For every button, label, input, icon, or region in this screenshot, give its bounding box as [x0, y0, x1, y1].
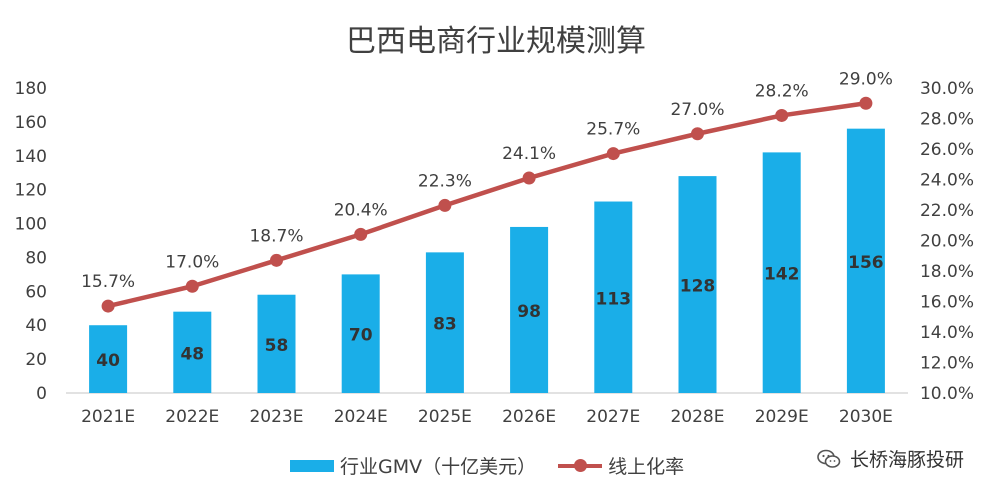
- bar-value-label: 156: [848, 253, 884, 273]
- line-point: [185, 279, 199, 293]
- y-right-tick-label: 30.0%: [920, 79, 974, 99]
- line-value-label: 29.0%: [839, 69, 893, 89]
- y-right-tick-label: 22.0%: [920, 201, 974, 221]
- legend: 行业GMV（十亿美元） 线上化率: [290, 452, 706, 479]
- bar-value-label: 83: [433, 315, 457, 335]
- y-left-tick-label: 100: [15, 215, 47, 235]
- bar: [762, 152, 801, 393]
- y-right-tick-label: 12.0%: [920, 354, 974, 374]
- x-tick-label: 2030E: [839, 407, 893, 427]
- line-point: [354, 227, 368, 241]
- bar: [173, 311, 212, 393]
- y-right-tick-label: 18.0%: [920, 262, 974, 282]
- line-point: [438, 198, 452, 212]
- x-tick-label: 2026E: [502, 407, 556, 427]
- bar-value-label: 98: [517, 302, 541, 322]
- legend-swatch-bar: [290, 459, 334, 472]
- y-left-tick-label: 180: [15, 79, 47, 99]
- x-tick-label: 2021E: [81, 407, 135, 427]
- line-value-label: 15.7%: [81, 272, 135, 292]
- legend-swatch-dot: [574, 458, 588, 472]
- line-value-label: 24.1%: [502, 144, 556, 164]
- y-left-tick-label: 0: [36, 384, 47, 404]
- brand-mark: 长桥海豚投研: [816, 445, 964, 472]
- line-point: [859, 96, 873, 110]
- bar: [594, 201, 633, 393]
- x-tick-label: 2023E: [249, 407, 303, 427]
- x-tick-label: 2027E: [586, 407, 640, 427]
- y-right-tick-label: 14.0%: [920, 323, 974, 343]
- y-right-tick-label: 26.0%: [920, 140, 974, 160]
- bar: [341, 274, 380, 393]
- legend-swatch-line: [558, 458, 603, 472]
- brand-label: 长桥海豚投研: [849, 449, 964, 471]
- y-left-tick-label: 120: [15, 181, 47, 201]
- line-value-label: 27.0%: [670, 100, 724, 120]
- line-point: [775, 108, 789, 122]
- line-value-label: 25.7%: [586, 120, 640, 140]
- x-tick-label: 2029E: [755, 407, 809, 427]
- legend-item-online-rate: 线上化率: [558, 452, 684, 479]
- y-left-tick-label: 80: [25, 248, 47, 268]
- legend-label-gmv: 行业GMV（十亿美元）: [340, 456, 537, 478]
- bar: [510, 226, 549, 393]
- y-left-tick-label: 160: [15, 113, 47, 133]
- bar-value-label: 128: [680, 277, 716, 297]
- bar: [678, 176, 717, 393]
- bar-value-label: 40: [96, 351, 120, 371]
- line-point: [270, 253, 283, 267]
- bar-value-label: 48: [180, 344, 204, 364]
- bar: [89, 325, 128, 393]
- y-right-tick-label: 10.0%: [920, 384, 974, 404]
- y-right-tick-label: 20.0%: [920, 232, 974, 252]
- y-left-tick-label: 60: [25, 282, 47, 302]
- bar: [257, 294, 296, 393]
- legend-item-gmv: 行业GMV（十亿美元）: [290, 452, 536, 479]
- y-right-tick-label: 16.0%: [920, 293, 974, 313]
- line-value-label: 20.4%: [334, 200, 388, 220]
- bar-value-label: 113: [596, 289, 632, 309]
- line-point: [606, 147, 620, 161]
- y-right-tick-label: 28.0%: [920, 110, 974, 130]
- bar-value-label: 70: [349, 326, 373, 346]
- y-left-tick-label: 40: [25, 316, 47, 336]
- line-value-label: 22.3%: [418, 171, 472, 191]
- y-left-tick-label: 140: [15, 147, 47, 167]
- bar-value-label: 142: [764, 265, 800, 285]
- x-tick-label: 2028E: [670, 407, 724, 427]
- bar: [425, 252, 464, 393]
- line-point: [101, 299, 115, 313]
- y-left-tick-label: 20: [25, 350, 47, 370]
- line-series: [107, 101, 867, 309]
- wechat-icon: [817, 449, 841, 468]
- bar: [846, 128, 885, 393]
- line-value-label: 28.2%: [755, 81, 809, 101]
- x-tick-label: 2025E: [418, 407, 472, 427]
- line-value-label: 17.0%: [165, 252, 219, 272]
- legend-label-online-rate: 线上化率: [608, 456, 685, 478]
- line-point: [691, 127, 704, 141]
- line-value-label: 18.7%: [249, 226, 303, 246]
- line-point: [522, 171, 536, 185]
- x-tick-label: 2024E: [334, 407, 388, 427]
- bar-value-label: 58: [265, 336, 289, 356]
- x-tick-label: 2022E: [165, 407, 219, 427]
- y-right-tick-label: 24.0%: [920, 171, 974, 191]
- chart-title: 巴西电商行业规模测算: [346, 24, 646, 59]
